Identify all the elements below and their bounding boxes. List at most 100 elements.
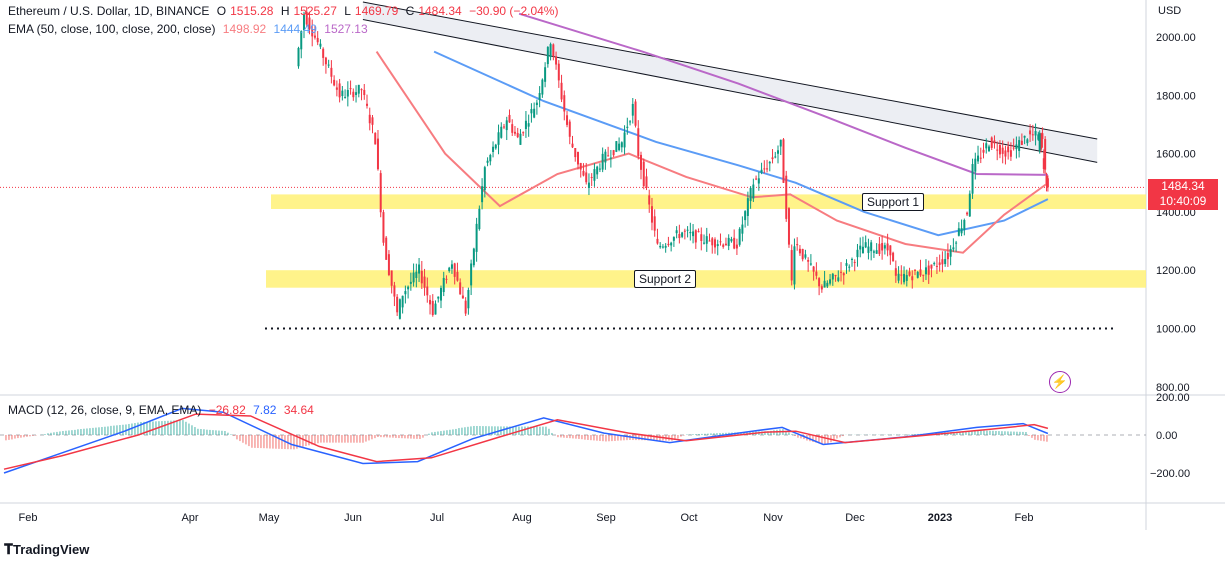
candle-body [475, 223, 478, 252]
candle-body [472, 248, 475, 266]
candle-body [615, 141, 618, 152]
macd-tick-label: −200.00 [1150, 468, 1190, 480]
candle-body [576, 151, 579, 165]
candle-body [620, 142, 623, 148]
high-value: 1525.27 [293, 4, 337, 18]
signal-value: 34.64 [283, 403, 314, 417]
candle-body [883, 245, 886, 249]
candle-body [453, 263, 456, 277]
candle-body [330, 67, 333, 77]
candle-body [689, 231, 692, 234]
price-tick-label: 800.00 [1156, 382, 1190, 394]
candle-body [798, 248, 801, 254]
candle-body [500, 126, 503, 138]
candle-body [667, 243, 670, 246]
tradingview-logo[interactable]: 𝐓TradingView [4, 541, 90, 557]
candle-body [344, 96, 347, 98]
candle-body [376, 138, 379, 170]
candle-body [357, 84, 360, 94]
candle-body [409, 281, 412, 284]
candle-body [974, 158, 977, 172]
candle-body [335, 87, 338, 90]
candle-body [744, 211, 747, 221]
candle-body [1001, 147, 1004, 154]
candle-body [1045, 175, 1048, 184]
candle-body [752, 184, 755, 199]
candle-body [935, 265, 938, 267]
candle-body [470, 263, 473, 286]
time-tick-label: Sep [596, 512, 616, 524]
candle-body [946, 252, 949, 260]
candle-body [341, 90, 344, 97]
support-2-label[interactable]: Support 2 [634, 270, 697, 288]
candle-body [829, 279, 832, 284]
candle-body [900, 274, 903, 276]
candle-body [503, 126, 506, 128]
candle-body [722, 244, 725, 247]
candle-body [675, 230, 678, 234]
candle-body [1012, 147, 1015, 149]
candle-body [626, 126, 629, 128]
candle-body [637, 128, 640, 156]
candle-body [442, 277, 445, 293]
candle-body [1040, 133, 1043, 150]
candle-body [587, 182, 590, 188]
candle-body [582, 170, 585, 176]
candle-body [461, 295, 464, 299]
candle-body [681, 232, 684, 237]
candle-body [579, 163, 582, 170]
candle-body [492, 146, 495, 152]
candle-body [908, 271, 911, 276]
macd-label: MACD (12, 26, close, 9, EMA, EMA) [8, 403, 202, 417]
candle-body [560, 82, 563, 100]
candle-body [768, 161, 771, 164]
candle-body [812, 266, 815, 272]
lightning-icon[interactable]: ⚡ [1049, 371, 1071, 393]
candle-body [349, 88, 352, 90]
candle-body [1023, 135, 1026, 138]
low-label: L [344, 4, 351, 18]
candle-body [763, 168, 766, 170]
candle-body [486, 160, 489, 163]
ema200-value: 1527.13 [324, 22, 368, 36]
candle-body [418, 264, 421, 274]
candle-body [483, 167, 486, 191]
candle-body [434, 303, 437, 315]
candle-body [848, 266, 851, 268]
candle-body [459, 282, 462, 295]
candle-body [1007, 146, 1010, 153]
candle-body [519, 133, 522, 145]
last-price-badge: 1484.34 10:40:09 [1148, 179, 1218, 210]
candle-body [670, 242, 673, 246]
candle-body [390, 270, 393, 286]
candle-body [831, 273, 834, 280]
candle-body [686, 229, 689, 231]
candle-body [629, 121, 632, 123]
candle-body [820, 286, 823, 290]
candle-body [601, 153, 604, 170]
candle-body [1031, 134, 1034, 136]
candle-body [546, 46, 549, 65]
candle-body [927, 265, 930, 275]
candle-body [963, 220, 966, 230]
candle-body [322, 48, 325, 58]
support-1-label[interactable]: Support 1 [862, 193, 925, 211]
candle-body [1026, 139, 1029, 144]
candle-body [387, 254, 390, 276]
candle-body [777, 150, 780, 154]
candle-body [552, 44, 555, 57]
candle-body [607, 155, 610, 157]
ema-label: EMA (50, close, 100, close, 200, close) [8, 22, 216, 36]
candle-body [429, 299, 432, 305]
candle-body [957, 228, 960, 236]
candle-body [990, 137, 993, 148]
symbol-title: Ethereum / U.S. Dollar, 1D, BINANCE [8, 4, 210, 18]
support-zone [266, 270, 1146, 288]
candle-body [327, 64, 330, 66]
candle-body [653, 216, 656, 231]
time-tick-label: May [259, 512, 280, 524]
candle-body [571, 143, 574, 148]
candle-body [566, 115, 569, 125]
candle-body [760, 169, 763, 173]
